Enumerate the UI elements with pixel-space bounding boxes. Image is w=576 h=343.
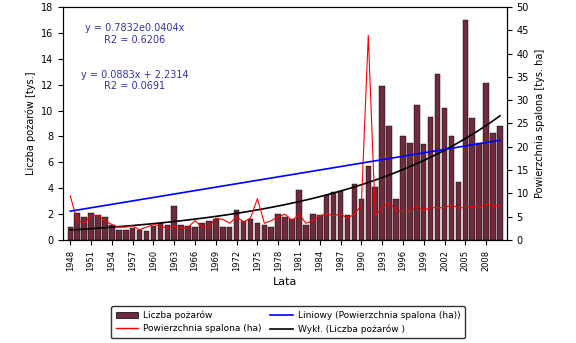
Bar — [373, 187, 378, 240]
Bar — [88, 213, 94, 240]
Bar — [130, 228, 135, 240]
Bar — [463, 20, 468, 240]
Bar — [421, 144, 426, 240]
Bar — [414, 105, 419, 240]
Bar — [386, 126, 392, 240]
Bar — [165, 225, 170, 240]
Bar — [476, 143, 482, 240]
Bar — [435, 74, 441, 240]
Bar — [352, 185, 357, 240]
Bar — [449, 137, 454, 240]
Bar — [199, 223, 204, 240]
Bar — [109, 225, 115, 240]
Bar — [262, 225, 267, 240]
Bar — [442, 108, 448, 240]
Bar — [268, 227, 274, 240]
Bar — [255, 223, 260, 240]
Bar — [206, 221, 211, 240]
Bar — [275, 214, 281, 240]
Bar — [296, 190, 302, 240]
Bar — [172, 206, 177, 240]
Bar — [102, 217, 108, 240]
Bar — [179, 225, 184, 240]
Bar — [469, 118, 475, 240]
Bar — [151, 226, 156, 240]
Bar — [366, 166, 371, 240]
Bar — [158, 223, 163, 240]
Bar — [67, 227, 73, 240]
Bar — [227, 227, 233, 240]
Bar — [74, 213, 80, 240]
Bar — [497, 126, 503, 240]
Bar — [192, 227, 198, 240]
Bar — [116, 230, 122, 240]
Bar — [234, 210, 240, 240]
Bar — [407, 143, 412, 240]
Bar — [289, 220, 295, 240]
Bar — [144, 231, 149, 240]
Bar — [303, 225, 309, 240]
Bar — [331, 192, 336, 240]
Bar — [400, 137, 406, 240]
Bar — [456, 182, 461, 240]
Legend: Liczba pożarów, Powierzchnia spalona (ha), Liniowy (Powierzchnia spalona (ha)), : Liczba pożarów, Powierzchnia spalona (ha… — [111, 306, 465, 339]
Y-axis label: Liczba pożarów [tys.]: Liczba pożarów [tys.] — [25, 72, 36, 175]
Bar — [123, 230, 128, 240]
Bar — [241, 221, 247, 240]
Bar — [317, 215, 323, 240]
Bar — [185, 226, 191, 240]
Bar — [393, 199, 399, 240]
Text: y = 0.0883x + 2.2314
R2 = 0.0691: y = 0.0883x + 2.2314 R2 = 0.0691 — [81, 70, 188, 92]
Bar — [282, 217, 288, 240]
Bar — [359, 199, 364, 240]
Bar — [81, 217, 87, 240]
Bar — [220, 227, 226, 240]
Bar — [213, 220, 219, 240]
Bar — [248, 220, 253, 240]
Bar — [428, 117, 433, 240]
Bar — [380, 86, 385, 240]
Bar — [324, 195, 329, 240]
Bar — [137, 230, 142, 240]
Bar — [95, 215, 101, 240]
Bar — [490, 132, 496, 240]
Bar — [338, 191, 343, 240]
Y-axis label: Powierzchnia spalona [tys. ha]: Powierzchnia spalona [tys. ha] — [535, 49, 545, 198]
Text: y = 0.7832e0.0404x
R2 = 0.6206: y = 0.7832e0.0404x R2 = 0.6206 — [85, 23, 184, 45]
Bar — [344, 215, 350, 240]
Bar — [310, 214, 316, 240]
Bar — [483, 83, 489, 240]
X-axis label: Lata: Lata — [273, 276, 297, 287]
